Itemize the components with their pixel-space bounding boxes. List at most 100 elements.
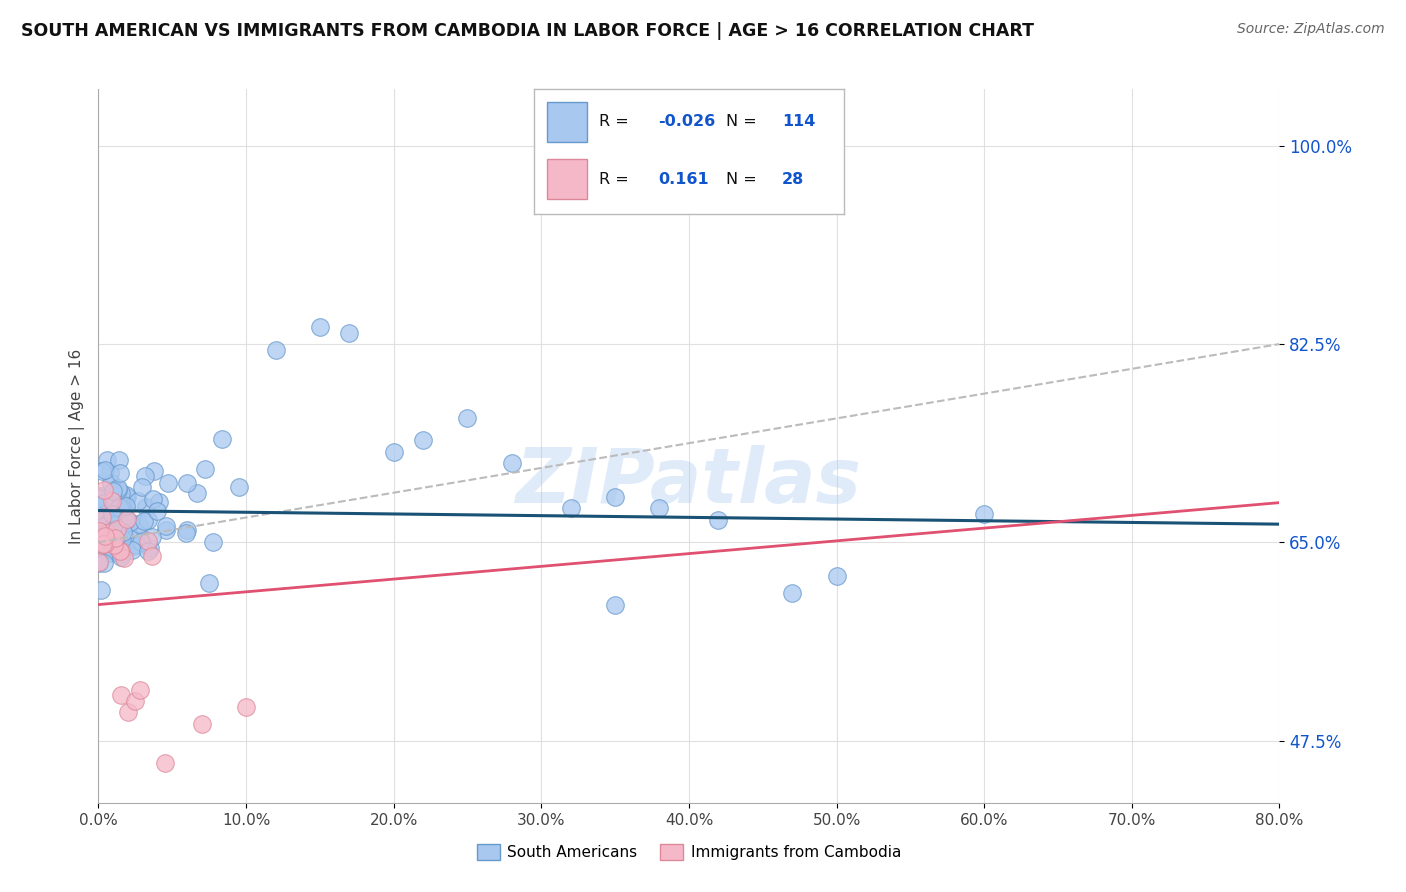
Point <box>112 500 135 514</box>
Point <box>89 556 111 570</box>
Point <box>107 453 129 467</box>
Text: ZIPatlas: ZIPatlas <box>516 445 862 518</box>
Point <box>105 523 128 537</box>
Point <box>107 481 129 495</box>
Point <box>146 504 169 518</box>
Point <box>107 541 129 556</box>
Text: 114: 114 <box>782 114 815 129</box>
Point <box>142 491 165 506</box>
Point <box>131 479 153 493</box>
Point <box>100 475 122 490</box>
Point <box>136 534 159 549</box>
Point <box>103 538 125 552</box>
Point <box>111 520 134 534</box>
Point <box>110 466 132 480</box>
Text: Source: ZipAtlas.com: Source: ZipAtlas.com <box>1237 22 1385 37</box>
Point <box>98 467 121 481</box>
Point <box>94 536 117 550</box>
Point <box>186 486 208 500</box>
Point <box>110 544 132 558</box>
Point <box>339 326 361 340</box>
Point <box>89 555 111 569</box>
Point <box>110 486 132 500</box>
Point <box>121 539 143 553</box>
Point <box>501 456 523 470</box>
Point <box>124 538 146 552</box>
Point <box>115 490 138 504</box>
Point <box>174 525 197 540</box>
Point <box>264 343 287 357</box>
Point <box>110 544 132 558</box>
Text: R =: R = <box>599 171 628 186</box>
Point <box>135 500 157 515</box>
Point <box>176 475 198 490</box>
Point <box>114 488 136 502</box>
Point <box>103 493 125 508</box>
Point <box>89 513 111 527</box>
Point <box>104 535 127 549</box>
Point <box>148 495 170 509</box>
Point <box>648 501 671 516</box>
Point <box>90 489 112 503</box>
Point <box>412 434 434 448</box>
Legend: South Americans, Immigrants from Cambodia: South Americans, Immigrants from Cambodi… <box>471 838 907 866</box>
Point <box>228 480 250 494</box>
Point <box>94 523 117 537</box>
Point <box>973 507 995 521</box>
Point <box>110 501 132 516</box>
Point <box>605 598 627 612</box>
Bar <box>547 102 586 142</box>
Y-axis label: In Labor Force | Age > 16: In Labor Force | Age > 16 <box>69 349 84 543</box>
Point <box>90 501 112 516</box>
Point <box>782 586 804 600</box>
Text: N =: N = <box>725 114 756 129</box>
Point <box>560 501 582 516</box>
Point <box>825 569 848 583</box>
Point <box>155 519 177 533</box>
Text: 0.161: 0.161 <box>658 171 709 186</box>
Point <box>100 507 122 521</box>
Point <box>108 500 131 515</box>
Point <box>96 541 118 556</box>
Point <box>309 320 332 334</box>
Point <box>115 499 138 513</box>
Point <box>111 532 134 546</box>
Point <box>194 462 217 476</box>
Point <box>101 522 124 536</box>
Point <box>98 546 121 560</box>
Point <box>115 511 138 525</box>
Point <box>235 699 257 714</box>
Point <box>111 525 134 540</box>
Point <box>605 490 627 504</box>
Point <box>96 452 118 467</box>
Point <box>124 694 146 708</box>
Point <box>155 523 177 537</box>
Point <box>112 518 135 533</box>
Point <box>162 813 183 827</box>
Point <box>191 716 214 731</box>
Point <box>110 550 132 565</box>
Point <box>134 469 156 483</box>
Point <box>128 517 150 532</box>
Point <box>110 547 132 561</box>
Point <box>121 543 143 558</box>
Point <box>103 517 125 532</box>
Point <box>107 483 129 497</box>
Point <box>93 519 115 533</box>
Point <box>96 525 118 540</box>
Text: N =: N = <box>725 171 756 186</box>
Point <box>132 514 155 528</box>
Point <box>101 524 124 539</box>
Point <box>104 506 127 520</box>
Point <box>90 583 112 598</box>
Point <box>129 528 152 542</box>
Point <box>138 541 160 555</box>
Point <box>97 505 120 519</box>
Point <box>93 496 115 510</box>
Point <box>211 432 233 446</box>
Point <box>89 491 111 505</box>
Point <box>104 493 127 508</box>
Point <box>101 483 124 498</box>
Point <box>105 523 128 537</box>
Point <box>89 524 111 538</box>
